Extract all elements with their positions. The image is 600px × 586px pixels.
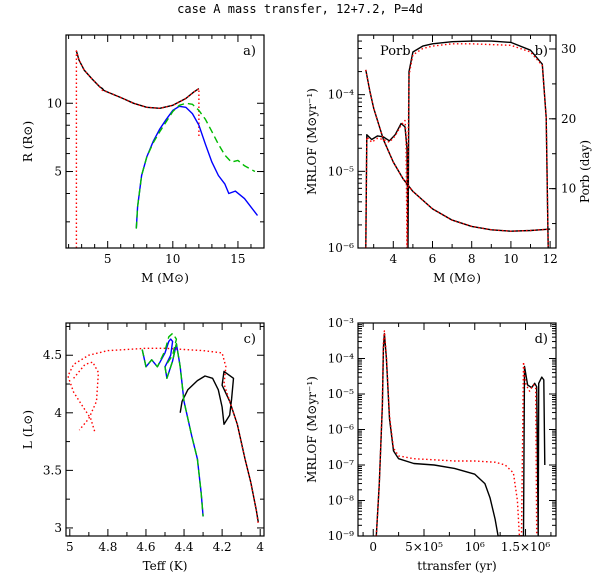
panel-c-series-4: [141, 332, 204, 517]
panel-c-xtick-label: 4.6: [136, 540, 155, 554]
panel-c-label: c): [244, 332, 256, 347]
panel-a-series-2: [135, 105, 259, 229]
panel-c-ytick-label: 3: [54, 521, 62, 535]
panel-c-series-2: [73, 361, 100, 431]
panel-a-xtick-label: 5: [104, 252, 112, 266]
panel-b-ytick-label: 10⁻⁴: [328, 88, 355, 102]
panel-d-xtick-label: 10⁶: [465, 540, 485, 554]
panel-d-series-1: [375, 330, 538, 536]
panel-c-xtick-label: 4: [256, 540, 264, 554]
panel-b-series-3: [365, 69, 551, 232]
panel-d-ytick-label: 10⁻⁶: [328, 423, 355, 437]
panel-c-series-1: [67, 347, 259, 525]
panel-d-y-axis-label: ṀRLOF (M⊙yr⁻¹): [304, 376, 319, 483]
panel-a-xtick-label: 15: [230, 252, 245, 266]
panel-a-frame: [65, 34, 265, 249]
panel-b-y2tick-label: 20: [561, 112, 576, 126]
panel-d-ytick-label: 10⁻³: [328, 316, 355, 330]
panel-b-xtick-label: 6: [429, 252, 437, 266]
panel-c-xtick-label: 4.4: [174, 540, 193, 554]
panel-b-xtick-label: 4: [389, 252, 397, 266]
panel-c: 5 4.8 4.6 4.4 4.2 4 3 3.5 4 4.5 Teff (K) L (L⊙) c): [21, 322, 265, 573]
panel-b-annotation: Porb: [380, 44, 411, 59]
panel-b-series-2: [365, 69, 551, 232]
panel-a-series-1: [75, 50, 200, 248]
panel-d-x-axis-label: ttransfer (yr): [417, 559, 496, 573]
panel-c-series-0: [179, 370, 259, 523]
panel-c-frame: [65, 322, 265, 537]
panel-d-ytick-label: 10⁻⁴: [328, 352, 355, 366]
panel-c-ytick-label: 4: [54, 406, 62, 420]
panel-b-frame: [357, 34, 557, 249]
panel-c-y-axis-label: L (L⊙): [21, 410, 35, 449]
panel-d-xtick-label: 1.5×10⁶: [501, 540, 550, 554]
panel-d-ytick-label: 10⁻⁵: [328, 387, 355, 401]
panel-b-y2tick-label: 30: [561, 42, 576, 56]
panel-a-xtick-label: 10: [165, 252, 180, 266]
panel-a-ytick-label: 5: [54, 165, 62, 179]
panel-a-x-axis-label: M (M⊙): [141, 271, 189, 285]
panel-b-ytick-label: 10⁻⁵: [328, 164, 355, 178]
panel-a-ytick-label: 10: [47, 96, 62, 110]
panel-b-xtick-label: 8: [468, 252, 476, 266]
panel-c-xtick-label: 5: [66, 540, 74, 554]
panel-b-ytick-label: 10⁻⁶: [328, 241, 355, 255]
panel-b-xtick-label: 10: [503, 252, 518, 266]
panel-b-y2-axis-label: Porb (day): [578, 140, 592, 203]
panel-b-xtick-label: 12: [542, 252, 557, 266]
figure-title: case A mass transfer, 12+7.2, P=4d: [177, 2, 423, 16]
panel-d-label: d): [535, 332, 548, 347]
panel-c-x-axis-label: Teff (K): [143, 559, 188, 573]
panel-b-series-0: [365, 40, 549, 248]
panel-a: 5 10 15 5 10 M (M⊙) R (R⊙) a): [21, 34, 265, 285]
panel-c-ytick-label: 3.5: [43, 463, 62, 477]
panel-d-xtick-label: 0: [369, 540, 377, 554]
panel-b-y-axis-label: ṀRLOF (M⊙yr⁻¹): [304, 88, 319, 195]
panel-d-xtick-label: 5×10⁵: [405, 540, 443, 554]
panel-b-series-1: [365, 43, 549, 248]
panel-d-series-0: [375, 333, 546, 536]
panel-d: 0 5×10⁵ 10⁶ 1.5×10⁶ 10⁻⁹ 10⁻⁸ 10⁻⁷ 10⁻⁶ 10⁻⁵ 10⁻⁴…: [304, 316, 557, 573]
panel-a-label: a): [243, 44, 256, 59]
panel-d-ytick-label: 10⁻⁸: [328, 494, 355, 508]
panel-b-x-axis-label: M (M⊙): [433, 271, 481, 285]
panel-b-label: b): [535, 44, 548, 59]
panel-c-series-3: [141, 338, 204, 517]
panel-d-ytick-label: 10⁻⁷: [328, 458, 355, 472]
panel-b-y2tick-label: 10: [561, 182, 576, 196]
panel-a-series-0: [75, 50, 200, 110]
panel-d-ytick-label: 10⁻⁹: [328, 529, 355, 543]
panel-b: 4 6 8 10 12 10⁻⁶ 10⁻⁵ 10⁻⁴ 10 20 30 Porb (day) M (M⊙…: [304, 34, 592, 285]
panel-c-xtick-label: 4.2: [213, 540, 232, 554]
panel-d-frame: [357, 322, 557, 537]
panel-a-y-axis-label: R (R⊙): [21, 121, 35, 162]
panel-c-ytick-label: 4.5: [43, 348, 62, 362]
panel-c-xtick-label: 4.8: [98, 540, 117, 554]
panel-a-series-3: [135, 102, 256, 229]
